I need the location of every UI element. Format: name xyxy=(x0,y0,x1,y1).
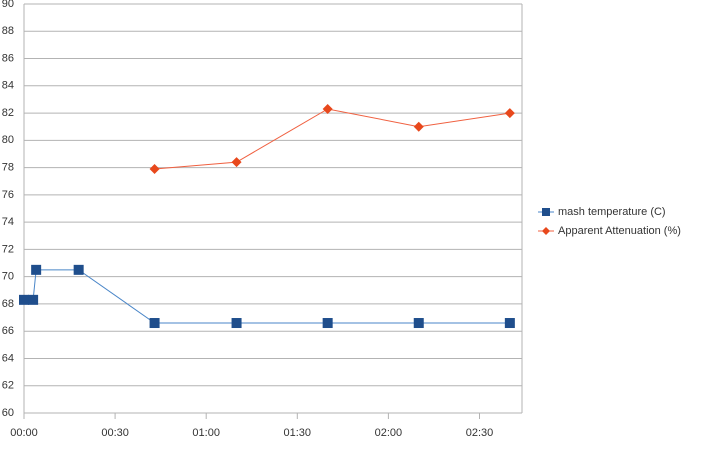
y-tick-label: 78 xyxy=(2,162,14,174)
point xyxy=(231,318,242,329)
y-tick-label: 82 xyxy=(2,107,14,119)
series-line xyxy=(154,108,510,170)
point xyxy=(149,163,160,174)
y-tick-label: 74 xyxy=(2,216,14,228)
point xyxy=(28,294,39,305)
legend-label: mash temperature (C) xyxy=(558,206,666,218)
y-tick-label: 68 xyxy=(2,298,14,310)
y-tick-label: 90 xyxy=(2,0,14,10)
x-tick-label: 01:00 xyxy=(192,427,220,439)
y-tick-label: 72 xyxy=(2,243,14,255)
y-tick-label: 88 xyxy=(2,25,14,37)
x-tick-label: 02:00 xyxy=(375,427,403,439)
series-line xyxy=(24,269,510,324)
x-tick-label: 02:30 xyxy=(466,427,494,439)
point xyxy=(504,108,515,119)
y-tick-label: 86 xyxy=(2,52,14,64)
y-tick-label: 70 xyxy=(2,271,14,283)
y-tick-label: 76 xyxy=(2,189,14,201)
y-tick-label: 62 xyxy=(2,380,14,392)
y-tick-label: 80 xyxy=(2,134,14,146)
legend-label: Apparent Attenuation (%) xyxy=(558,225,681,237)
point xyxy=(413,318,424,329)
point xyxy=(19,294,29,305)
y-tick-label: 84 xyxy=(2,80,14,92)
point xyxy=(322,103,333,114)
y-tick-label: 60 xyxy=(2,407,14,419)
legend-marker xyxy=(542,227,550,235)
x-tick-label: 00:30 xyxy=(101,427,129,439)
point xyxy=(73,264,84,275)
y-tick-label: 64 xyxy=(2,352,14,364)
x-tick-label: 00:00 xyxy=(10,427,38,439)
y-tick-label: 66 xyxy=(2,325,14,337)
point xyxy=(322,318,333,329)
point xyxy=(149,318,160,329)
x-tick-label: 01:30 xyxy=(284,427,312,439)
point xyxy=(413,121,424,132)
point xyxy=(231,157,242,168)
point xyxy=(504,318,515,329)
point xyxy=(31,264,42,275)
legend-marker xyxy=(542,208,550,216)
